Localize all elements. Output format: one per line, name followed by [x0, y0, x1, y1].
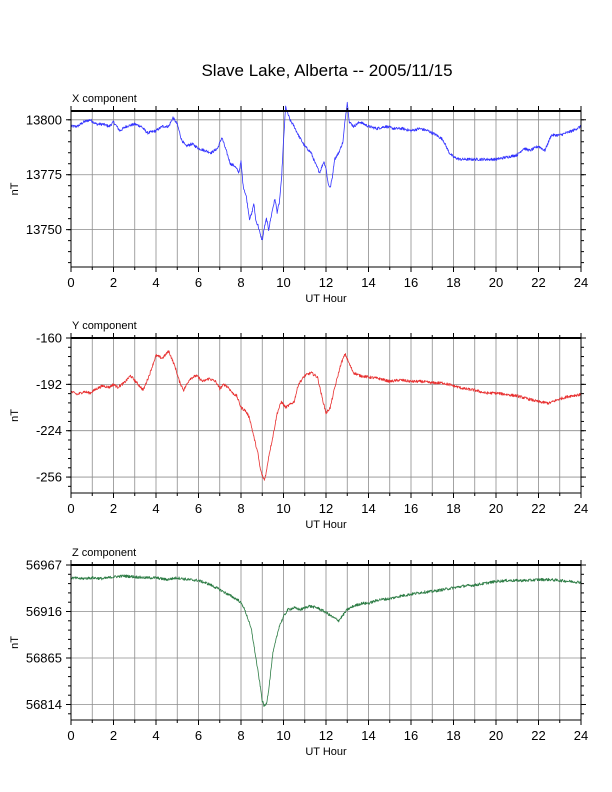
z-series-line: [70, 574, 582, 708]
z-x-tick-label: 0: [67, 728, 74, 743]
y-x-tick-label: 4: [152, 501, 159, 516]
z-x-tick-label: 8: [237, 728, 244, 743]
y-x-tick-label: 12: [319, 501, 333, 516]
x-x-tick-label: 6: [195, 275, 202, 290]
z-x-tick-label: 14: [361, 728, 375, 743]
z-y-tick-label: 56967: [26, 558, 62, 573]
x-y-axis-title: nT: [9, 182, 21, 195]
x-x-tick-label: 4: [152, 275, 159, 290]
z-x-tick-label: 2: [110, 728, 117, 743]
x-x-tick-label: 24: [574, 275, 588, 290]
y-x-tick-label: 8: [237, 501, 244, 516]
z-x-axis-title: UT Hour: [305, 746, 347, 758]
x-x-tick-label: 10: [276, 275, 290, 290]
x-x-tick-label: 16: [404, 275, 418, 290]
x-x-tick-label: 2: [110, 275, 117, 290]
z-x-tick-label: 6: [195, 728, 202, 743]
y-x-tick-label: 18: [446, 501, 460, 516]
y-x-tick-label: 2: [110, 501, 117, 516]
z-y-axis-title: nT: [9, 636, 21, 649]
z-x-tick-label: 12: [319, 728, 333, 743]
z-x-tick-label: 16: [404, 728, 418, 743]
y-x-tick-label: 20: [489, 501, 503, 516]
x-y-tick-label: 13750: [26, 222, 62, 237]
y-panel-title: Y component: [72, 320, 137, 332]
z-y-tick-label: 56814: [26, 697, 62, 712]
y-x-tick-label: 16: [404, 501, 418, 516]
x-x-tick-label: 18: [446, 275, 460, 290]
y-y-axis-title: nT: [9, 409, 21, 422]
x-x-tick-label: 8: [237, 275, 244, 290]
z-x-tick-label: 10: [276, 728, 290, 743]
y-y-tick-label: -256: [36, 470, 62, 485]
y-y-tick-label: -160: [36, 331, 62, 346]
x-y-tick-label: 13800: [26, 112, 62, 127]
y-x-tick-label: 0: [67, 501, 74, 516]
x-series-line: [70, 101, 582, 241]
z-y-tick-label: 56916: [26, 604, 62, 619]
y-x-tick-label: 6: [195, 501, 202, 516]
z-panel-title: Z component: [72, 547, 136, 559]
y-x-tick-label: 24: [574, 501, 588, 516]
x-x-tick-label: 14: [361, 275, 375, 290]
x-x-tick-label: 22: [531, 275, 545, 290]
y-y-tick-label: -224: [36, 423, 62, 438]
y-series-line: [70, 350, 582, 481]
y-x-tick-label: 10: [276, 501, 290, 516]
z-x-tick-label: 18: [446, 728, 460, 743]
x-x-tick-label: 12: [319, 275, 333, 290]
x-x-axis-title: UT Hour: [305, 293, 347, 305]
x-x-tick-label: 20: [489, 275, 503, 290]
x-panel-title: X component: [72, 93, 137, 105]
y-x-tick-label: 22: [531, 501, 545, 516]
y-x-tick-label: 14: [361, 501, 375, 516]
z-x-tick-label: 24: [574, 728, 588, 743]
figure-title: Slave Lake, Alberta -- 2005/11/15: [201, 61, 452, 80]
y-y-tick-label: -192: [36, 377, 62, 392]
z-x-tick-label: 4: [152, 728, 159, 743]
x-y-tick-label: 13775: [26, 167, 62, 182]
y-x-axis-title: UT Hour: [305, 519, 347, 531]
x-x-tick-label: 0: [67, 275, 74, 290]
z-x-tick-label: 22: [531, 728, 545, 743]
z-x-tick-label: 20: [489, 728, 503, 743]
z-y-tick-label: 56865: [26, 651, 62, 666]
